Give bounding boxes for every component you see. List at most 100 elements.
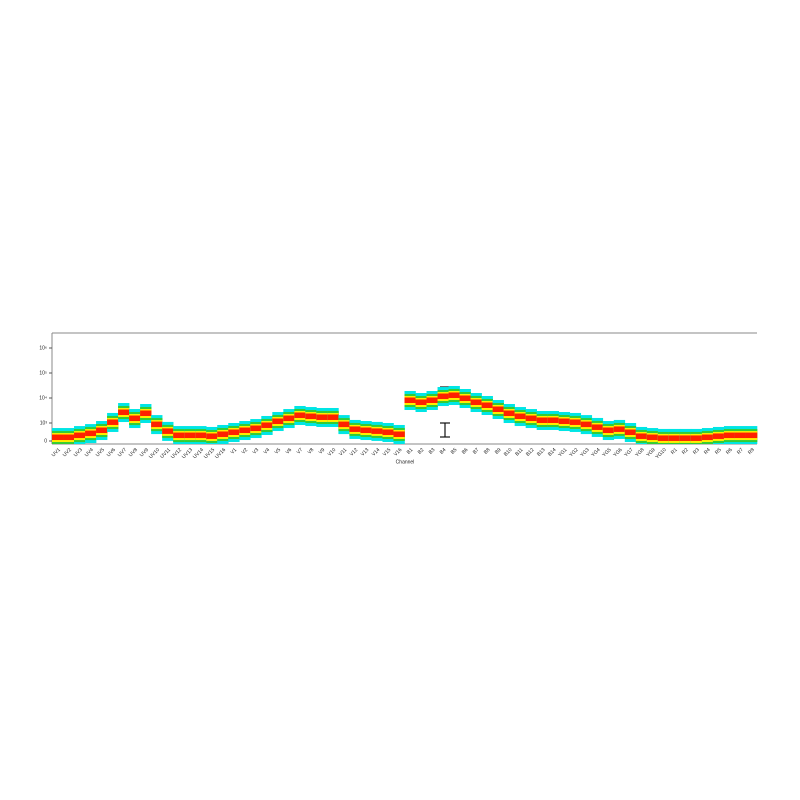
y-tick-label: 10⁶ — [39, 345, 47, 351]
density-peak — [580, 421, 593, 428]
density-peak — [602, 427, 615, 434]
density-peak — [228, 429, 240, 435]
density-peak — [547, 417, 560, 423]
x-tick-label: B10 — [503, 447, 514, 458]
density-peak — [415, 399, 427, 405]
density-peak — [250, 425, 262, 432]
x-tick-label: V4 — [263, 447, 272, 456]
density-peak — [613, 426, 626, 432]
density-peak — [316, 414, 328, 420]
density-peak — [305, 413, 317, 420]
density-peak — [701, 434, 714, 441]
x-tick-label: R3 — [692, 447, 701, 456]
density-peak — [162, 428, 174, 434]
x-tick-label: B4 — [439, 447, 448, 456]
y-tick-label: 10⁴ — [39, 395, 47, 401]
x-tick-label: V13 — [360, 447, 371, 458]
density-peak — [118, 409, 130, 416]
density-peak — [239, 427, 251, 434]
density-peak — [668, 435, 681, 441]
density-peak — [503, 410, 515, 417]
density-peak — [184, 432, 196, 439]
x-tick-label: R8 — [747, 447, 756, 456]
density-peak — [536, 417, 549, 423]
density-peak — [206, 433, 218, 439]
density-peak — [272, 418, 284, 425]
density-peak — [525, 415, 537, 422]
density-peak — [96, 427, 108, 434]
density-peak — [85, 430, 97, 437]
density-peak — [63, 434, 75, 441]
density-peak — [261, 422, 273, 428]
density-peak — [448, 392, 460, 398]
density-peak — [492, 406, 504, 413]
density-peak — [52, 434, 64, 441]
x-tick-label: B13 — [536, 447, 547, 458]
x-tick-label: V2 — [241, 447, 250, 456]
density-peak — [426, 397, 438, 403]
x-tick-label: YG2 — [568, 447, 579, 458]
y-tick-label: 10⁵ — [39, 370, 47, 376]
y-tick-label: 0 — [44, 438, 47, 444]
x-tick-label: B11 — [514, 447, 524, 457]
density-peak — [393, 431, 405, 437]
density-peak — [437, 393, 449, 400]
x-tick-label: V14 — [371, 447, 382, 458]
x-tick-label: R7 — [736, 447, 745, 456]
density-peak — [646, 434, 659, 441]
x-tick-label: V11 — [338, 447, 348, 457]
x-tick-label: V9 — [318, 447, 327, 456]
density-peak — [195, 432, 207, 439]
density-peak — [734, 432, 747, 439]
x-tick-label: YG3 — [579, 447, 590, 458]
x-tick-label: YG6 — [612, 447, 623, 458]
density-peak — [349, 426, 361, 432]
density-peak — [173, 432, 185, 439]
x-tick-label: R1 — [670, 447, 679, 456]
density-peak — [723, 432, 736, 439]
x-tick-label: UV3 — [73, 447, 84, 458]
density-peak — [129, 415, 141, 422]
x-tick-label: B7 — [472, 447, 481, 456]
x-tick-label: V10 — [327, 447, 338, 458]
density-peak — [679, 435, 692, 441]
x-tick-label: UV1 — [51, 447, 62, 458]
x-tick-label: V16 — [393, 447, 404, 458]
density-peak — [151, 421, 163, 428]
x-tick-label: B3 — [428, 447, 437, 456]
density-peak — [338, 421, 350, 428]
x-tick-label: B2 — [417, 447, 426, 456]
x-tick-label: V1 — [230, 447, 239, 456]
x-tick-label: R2 — [681, 447, 690, 456]
x-tick-label: V3 — [252, 447, 261, 456]
x-tick-label: B12 — [525, 447, 536, 458]
density-peak — [74, 432, 86, 439]
x-tick-label: B8 — [483, 447, 492, 456]
density-peak — [382, 429, 394, 435]
density-peak — [591, 424, 604, 430]
density-peak — [140, 410, 152, 417]
density-peak — [360, 427, 372, 434]
x-axis-label: Channel — [396, 459, 415, 465]
x-tick-label: R6 — [725, 447, 734, 456]
x-tick-label: UV2 — [62, 447, 73, 458]
density-peak — [624, 429, 637, 435]
x-tick-label: YG1 — [557, 447, 568, 458]
density-peak — [514, 413, 526, 420]
x-tick-label: UV4 — [84, 447, 95, 458]
x-tick-label: V7 — [296, 447, 305, 456]
x-tick-label: UV8 — [128, 447, 139, 458]
x-tick-label: UV9 — [139, 447, 150, 458]
x-tick-label: B14 — [547, 447, 558, 458]
density-peak — [404, 397, 416, 403]
density-peak — [327, 414, 339, 420]
x-tick-label: R5 — [714, 447, 723, 456]
density-peak — [635, 433, 648, 439]
x-tick-label: UV7 — [117, 447, 128, 458]
density-peak — [657, 435, 670, 441]
y-tick-label: 10³ — [40, 420, 48, 426]
x-tick-label: V5 — [274, 447, 283, 456]
x-tick-label: YG9 — [645, 447, 656, 458]
